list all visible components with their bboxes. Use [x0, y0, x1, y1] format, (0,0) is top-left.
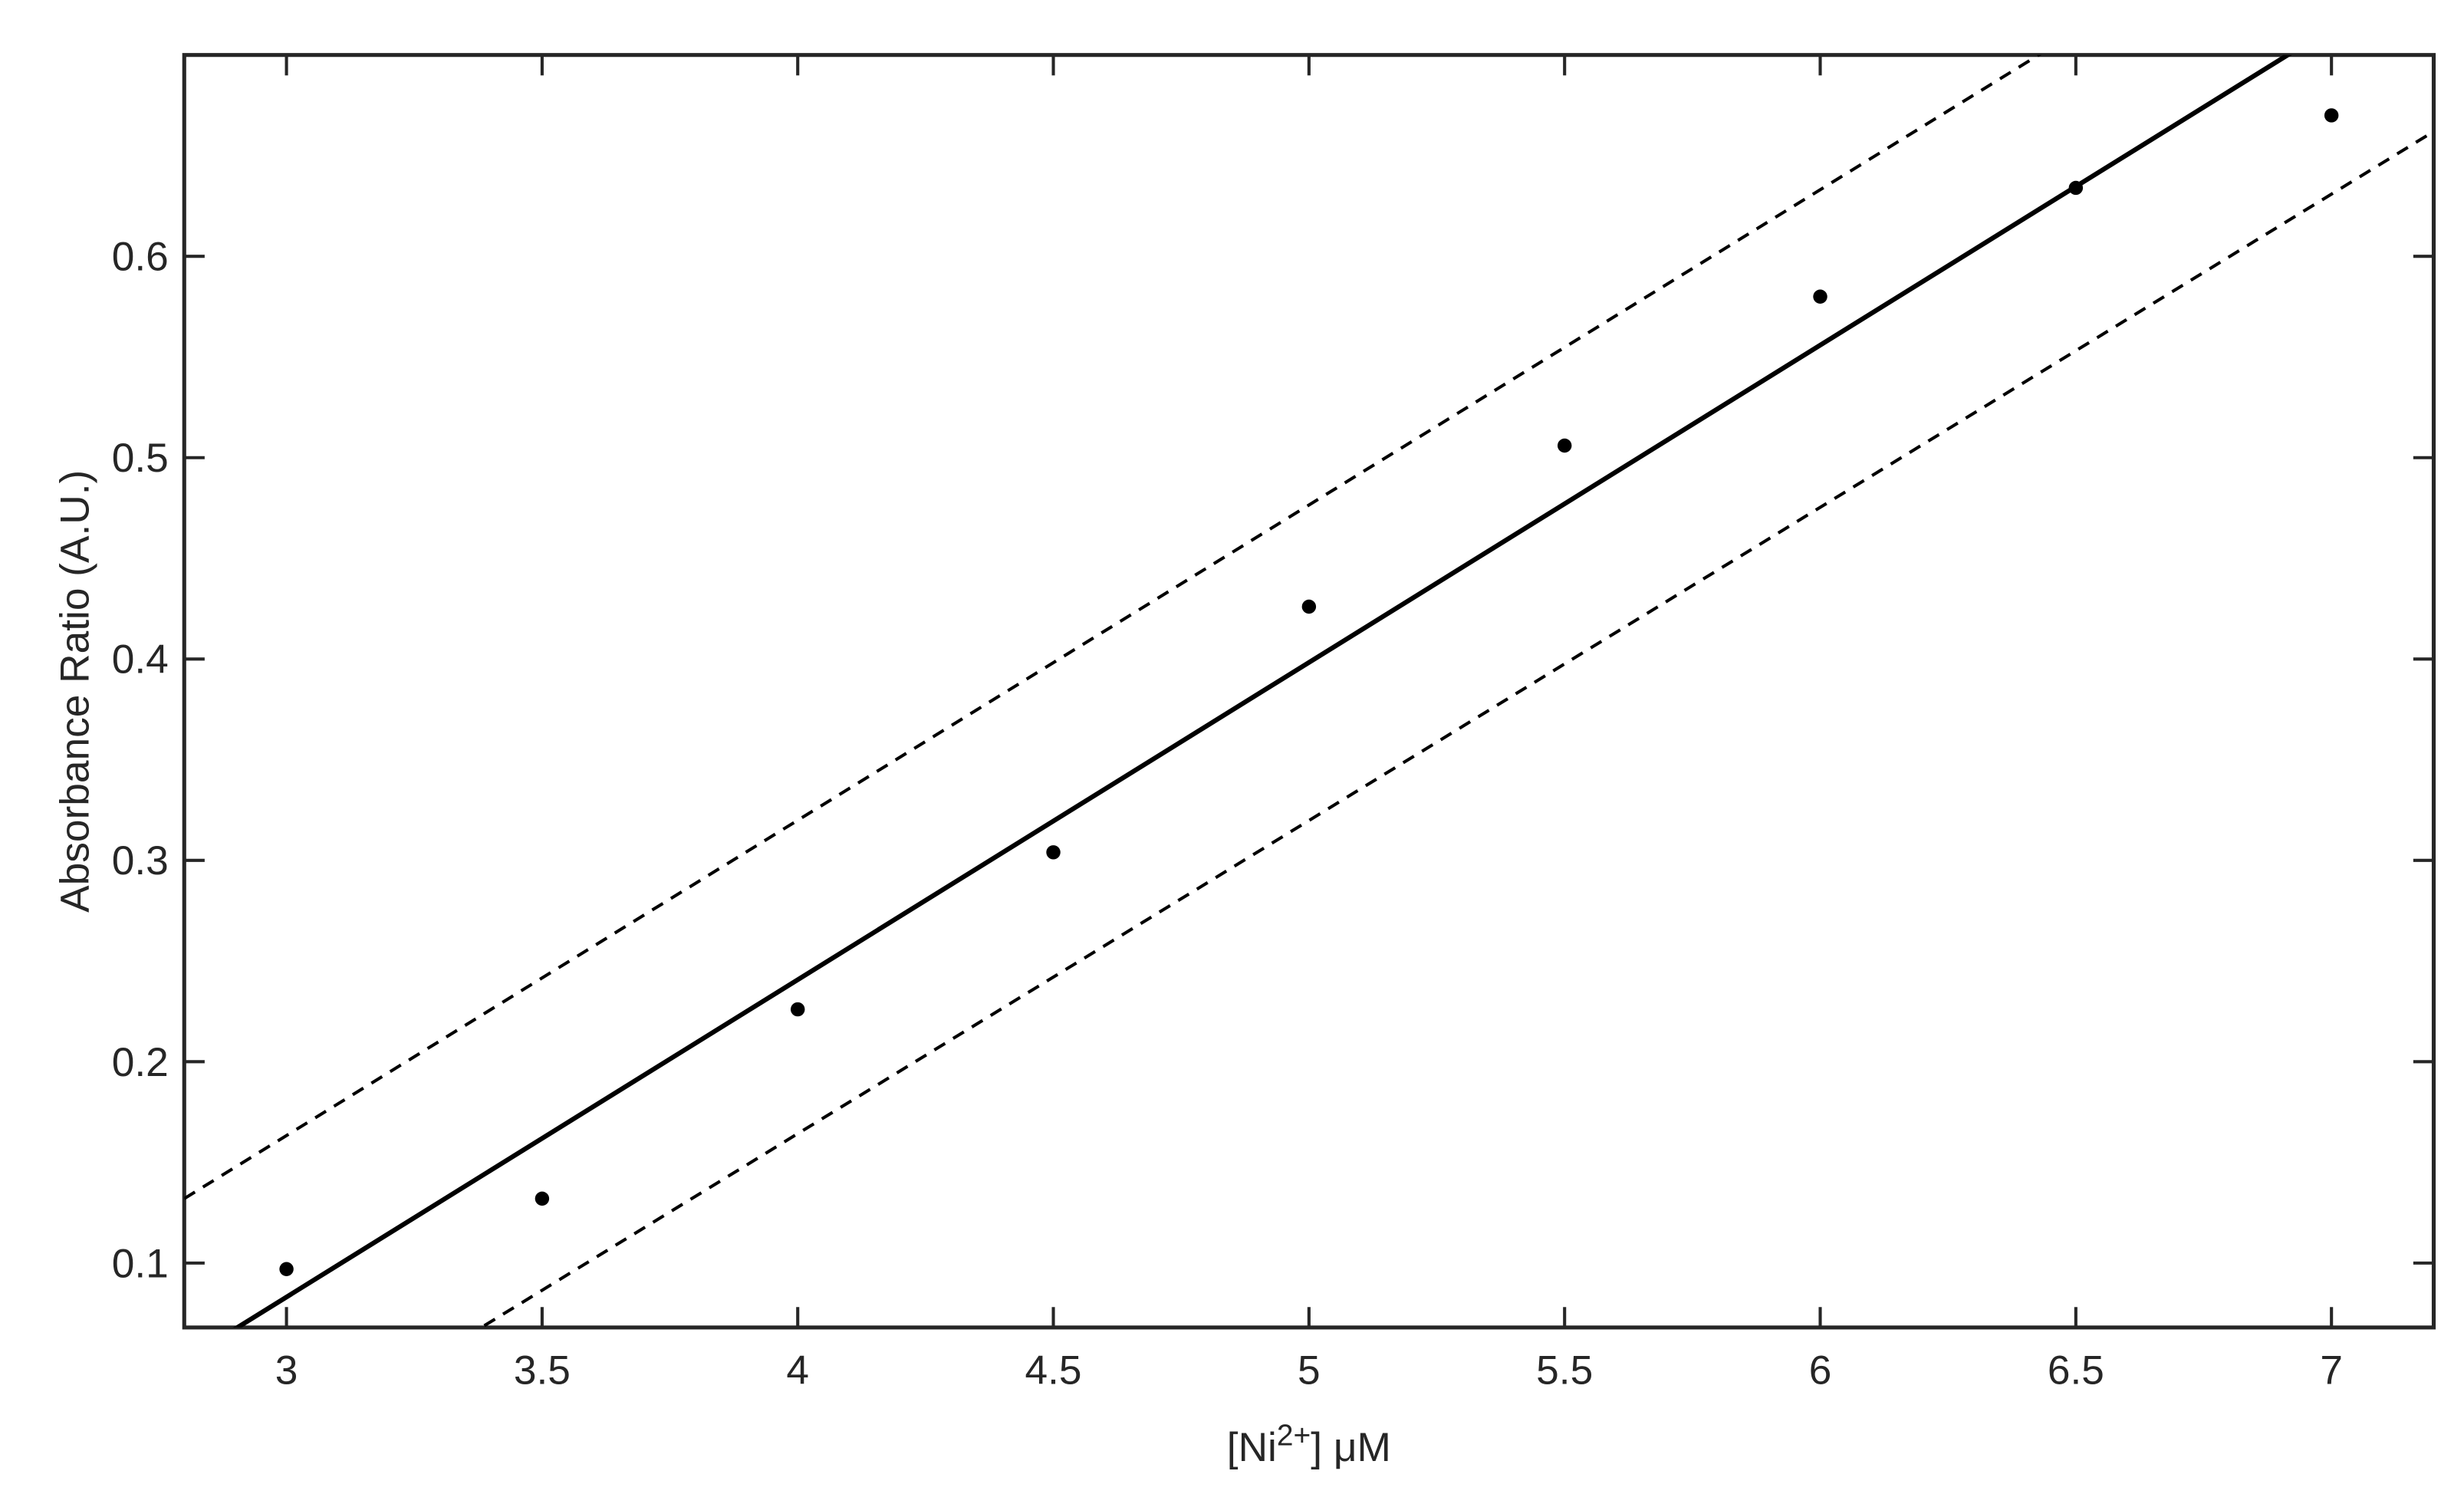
x-tick-label: 5.5: [1536, 1348, 1593, 1394]
data-point: [1301, 599, 1317, 614]
x-tick-label: 4.5: [1025, 1348, 1082, 1394]
y-tick-label: 0.2: [112, 1040, 169, 1085]
x-tick-label: 7: [2320, 1348, 2343, 1394]
x-tick-label: 3.5: [514, 1348, 571, 1394]
data-point: [279, 1262, 294, 1276]
data-point: [535, 1191, 550, 1206]
plot-frame: [182, 53, 2436, 1330]
x-label-part: ] μM: [1311, 1425, 1391, 1470]
plot-area: [184, 54, 2434, 1328]
data-point: [1813, 289, 1827, 304]
x-tick-label: 3: [275, 1348, 298, 1394]
y-tick-label: 0.1: [112, 1241, 169, 1286]
y-tick-label: 0.4: [112, 637, 169, 683]
y-axis-label: Absorbance Ratio (A.U.): [52, 470, 97, 913]
x-tick-label: 4: [786, 1348, 809, 1394]
x-axis-label: [Ni2+] μM: [1227, 1420, 1391, 1470]
y-tick-label: 0.5: [112, 436, 169, 481]
data-point: [791, 1002, 805, 1017]
y-tick-label: 0.3: [112, 838, 169, 884]
x-label-part: [Ni: [1227, 1425, 1277, 1470]
fit-line: [232, 54, 2292, 1328]
x-tick-label: 6: [1809, 1348, 1832, 1394]
x-tick-label: 6.5: [2048, 1348, 2104, 1394]
x-tick-label: 5: [1298, 1348, 1321, 1394]
data-point: [1557, 438, 1572, 453]
x-label-superscript: 2+: [1277, 1420, 1311, 1453]
data-point: [1046, 845, 1061, 860]
bound-line: [184, 54, 2042, 1200]
y-tick-label: 0.6: [112, 235, 169, 280]
data-point: [2324, 108, 2339, 123]
